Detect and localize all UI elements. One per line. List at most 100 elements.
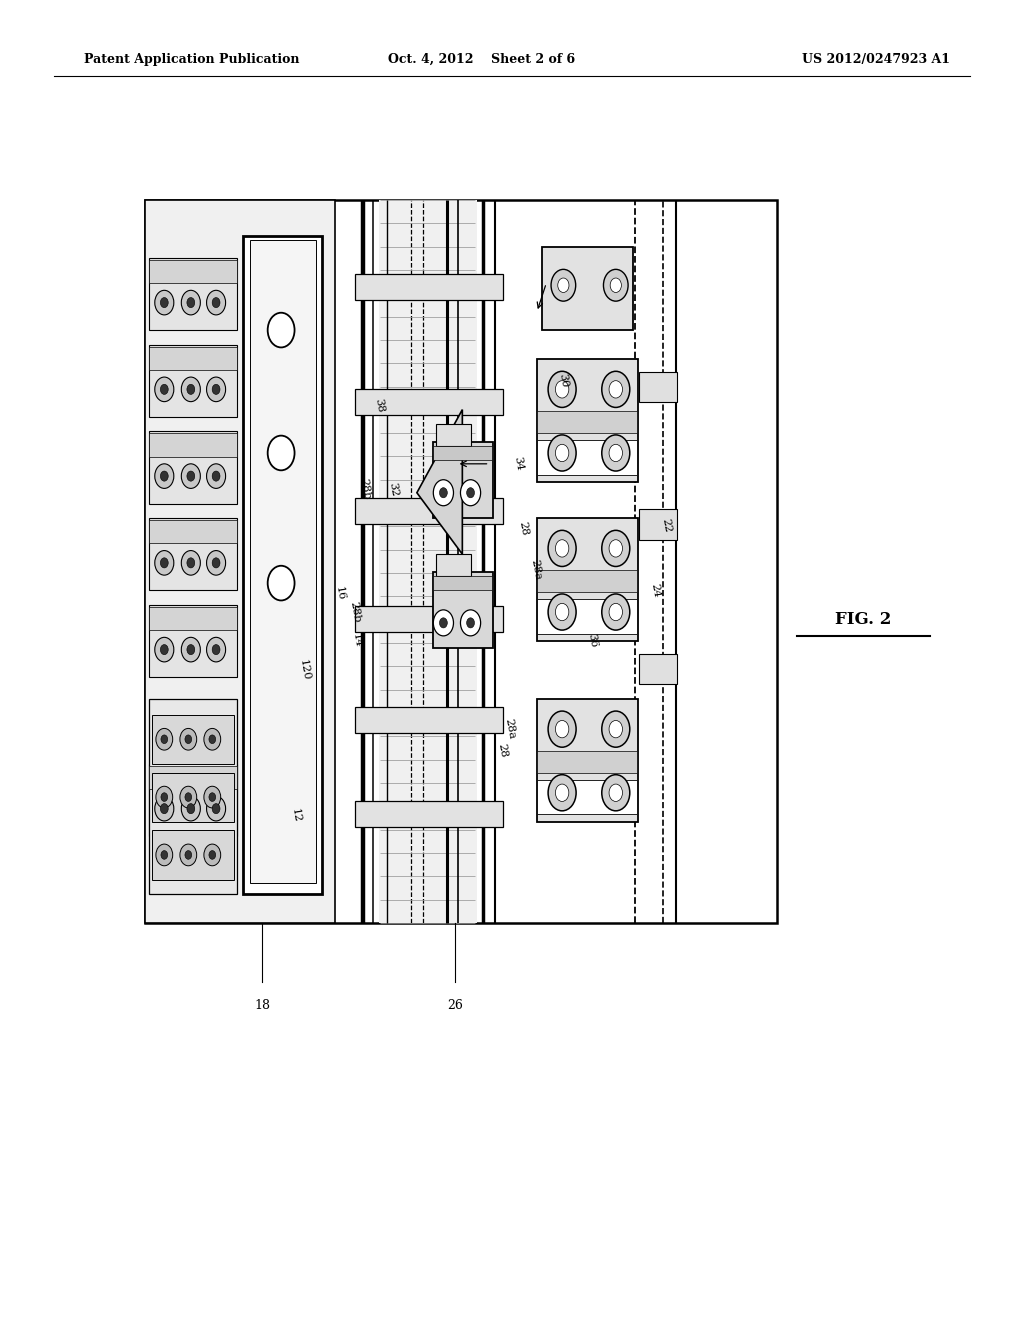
Text: Oct. 4, 2012    Sheet 2 of 6: Oct. 4, 2012 Sheet 2 of 6: [388, 53, 575, 66]
Circle shape: [181, 463, 201, 488]
Bar: [436, 554, 471, 576]
Bar: [538, 751, 637, 772]
Circle shape: [602, 594, 630, 630]
Bar: [148, 605, 237, 677]
Circle shape: [187, 558, 195, 568]
Bar: [537, 359, 638, 482]
Circle shape: [156, 787, 173, 808]
Bar: [148, 607, 237, 630]
Bar: [148, 517, 237, 590]
Text: 120: 120: [298, 659, 311, 681]
Circle shape: [207, 796, 225, 821]
Bar: [148, 432, 237, 504]
Circle shape: [161, 850, 168, 859]
Bar: [355, 498, 504, 524]
Text: 28b: 28b: [348, 601, 361, 623]
Circle shape: [161, 384, 168, 395]
Bar: [148, 260, 237, 282]
Circle shape: [548, 711, 577, 747]
Text: FIG. 2: FIG. 2: [836, 611, 892, 628]
Bar: [538, 411, 637, 433]
Circle shape: [267, 313, 295, 347]
Circle shape: [181, 378, 201, 401]
Circle shape: [204, 843, 221, 866]
Circle shape: [207, 550, 225, 576]
Bar: [538, 440, 637, 475]
Text: 28a: 28a: [528, 558, 543, 581]
Circle shape: [187, 471, 195, 482]
Circle shape: [602, 775, 630, 810]
Circle shape: [207, 638, 225, 661]
Circle shape: [555, 721, 568, 738]
Circle shape: [187, 297, 195, 308]
Bar: [433, 573, 493, 648]
Circle shape: [548, 371, 577, 408]
Circle shape: [209, 850, 216, 859]
Bar: [244, 236, 323, 894]
Circle shape: [558, 279, 569, 293]
Bar: [145, 199, 777, 923]
Circle shape: [180, 787, 197, 808]
Circle shape: [212, 384, 220, 395]
Bar: [433, 446, 492, 461]
Bar: [436, 424, 471, 446]
Text: US 2012/0247923 A1: US 2012/0247923 A1: [802, 53, 950, 66]
Bar: [379, 199, 477, 923]
Circle shape: [156, 843, 173, 866]
Circle shape: [267, 566, 295, 601]
Text: 36: 36: [587, 634, 599, 649]
Circle shape: [187, 644, 195, 655]
Circle shape: [461, 479, 480, 506]
Circle shape: [156, 729, 173, 750]
Circle shape: [610, 279, 622, 293]
Circle shape: [212, 804, 220, 813]
Circle shape: [555, 603, 568, 620]
Text: 12: 12: [290, 808, 302, 824]
Circle shape: [467, 618, 474, 628]
Bar: [433, 576, 492, 590]
Text: 22: 22: [660, 517, 673, 533]
Circle shape: [212, 471, 220, 482]
Circle shape: [155, 638, 174, 661]
Circle shape: [551, 269, 575, 301]
Circle shape: [212, 644, 220, 655]
Circle shape: [187, 384, 195, 395]
Bar: [148, 347, 237, 370]
Bar: [152, 772, 233, 821]
Circle shape: [609, 784, 623, 801]
Text: 34: 34: [512, 455, 524, 471]
Circle shape: [207, 290, 225, 315]
Circle shape: [555, 784, 568, 801]
Circle shape: [161, 297, 168, 308]
Circle shape: [180, 843, 197, 866]
Circle shape: [609, 445, 623, 462]
Circle shape: [555, 540, 568, 557]
Circle shape: [548, 531, 577, 566]
Circle shape: [185, 793, 191, 801]
Circle shape: [603, 269, 628, 301]
Bar: [537, 698, 638, 821]
Text: 14: 14: [351, 634, 364, 649]
Bar: [538, 599, 637, 634]
Bar: [355, 801, 504, 828]
Bar: [148, 257, 237, 330]
Bar: [148, 520, 237, 544]
Circle shape: [207, 463, 225, 488]
Circle shape: [155, 463, 174, 488]
Circle shape: [161, 644, 168, 655]
Circle shape: [548, 594, 577, 630]
Circle shape: [555, 380, 568, 399]
Bar: [542, 247, 634, 330]
Text: 16: 16: [334, 586, 346, 602]
Circle shape: [185, 850, 191, 859]
Bar: [639, 510, 677, 540]
Bar: [148, 433, 237, 457]
Circle shape: [161, 558, 168, 568]
Circle shape: [161, 735, 168, 743]
Circle shape: [609, 380, 623, 399]
Polygon shape: [417, 409, 463, 554]
Circle shape: [548, 434, 577, 471]
Bar: [148, 345, 237, 417]
Circle shape: [433, 610, 454, 636]
Circle shape: [180, 729, 197, 750]
